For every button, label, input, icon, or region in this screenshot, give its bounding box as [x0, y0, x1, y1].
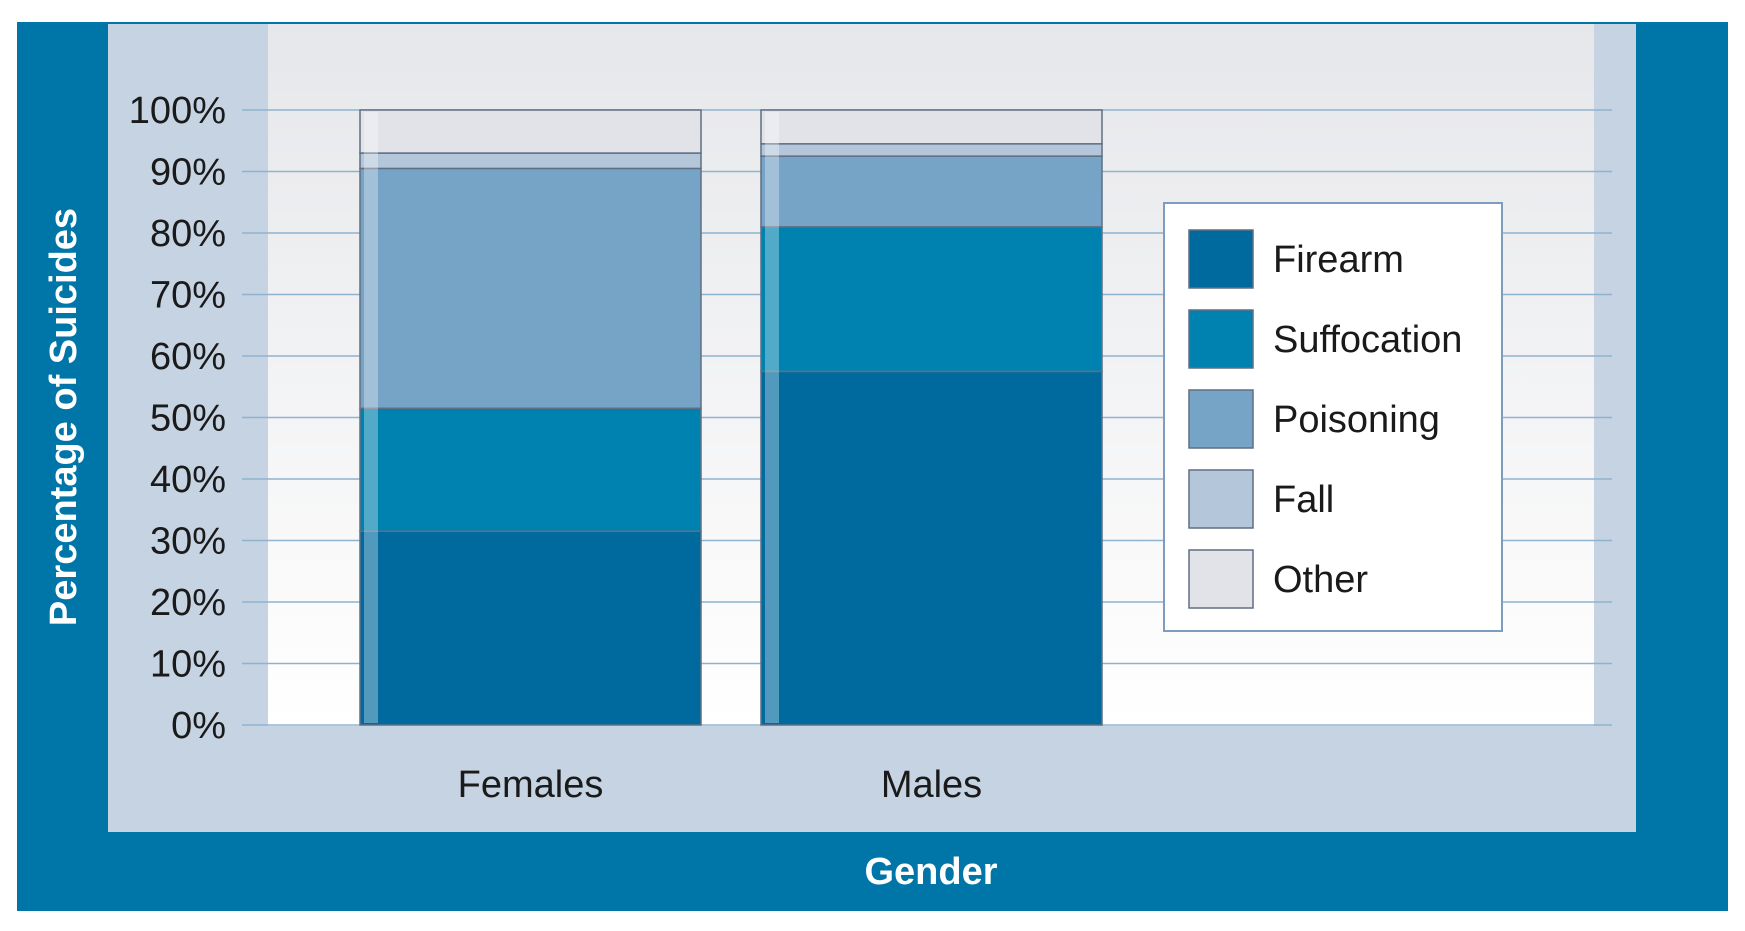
- y-tick-label: 10%: [150, 644, 226, 686]
- x-axis-label: Gender: [864, 851, 997, 893]
- y-axis-label: Percentage of Suicides: [43, 208, 85, 626]
- legend-swatch: [1188, 389, 1254, 449]
- x-axis-ticks: Females Males: [458, 764, 983, 806]
- bars: [359, 109, 1103, 726]
- bar-segment: [359, 109, 702, 154]
- bar-segment: [359, 152, 702, 170]
- y-tick-label: 50%: [150, 398, 226, 440]
- bar-segment: [359, 167, 702, 410]
- y-tick-label: 60%: [150, 336, 226, 378]
- y-tick-label: 20%: [150, 582, 226, 624]
- bar-segment: [760, 155, 1103, 228]
- legend-swatch: [1188, 229, 1254, 289]
- legend-label: Fall: [1273, 479, 1334, 521]
- bar-segment: [359, 530, 702, 726]
- legend-label: Firearm: [1273, 239, 1404, 281]
- legend-label: Other: [1273, 559, 1368, 601]
- y-tick-label: 80%: [150, 213, 226, 255]
- bar-segment: [760, 109, 1103, 145]
- bar-highlight: [364, 112, 378, 723]
- legend-label: Suffocation: [1273, 319, 1462, 361]
- y-tick-label: 100%: [129, 90, 226, 132]
- legend-swatch: [1188, 309, 1254, 369]
- y-tick-label: 0%: [171, 705, 226, 747]
- bar-highlight: [765, 112, 779, 723]
- legend-swatch: [1188, 469, 1254, 529]
- legend-label: Poisoning: [1273, 399, 1440, 441]
- legend-swatch: [1188, 549, 1254, 609]
- bar-segment: [760, 370, 1103, 726]
- legend: Firearm Suffocation Poisoning Fall Other: [1163, 202, 1503, 632]
- x-tick-label: Females: [458, 764, 604, 806]
- y-tick-label: 30%: [150, 521, 226, 563]
- y-tick-label: 40%: [150, 459, 226, 501]
- bar-segment: [760, 143, 1103, 157]
- y-tick-label: 70%: [150, 275, 226, 317]
- y-axis-ticks: 0% 10% 20% 30% 40% 50% 60% 70% 80% 90% 100%: [129, 90, 226, 747]
- bar-segment: [760, 226, 1103, 373]
- x-tick-label: Males: [881, 764, 982, 806]
- y-tick-label: 90%: [150, 152, 226, 194]
- bar-segment: [359, 407, 702, 533]
